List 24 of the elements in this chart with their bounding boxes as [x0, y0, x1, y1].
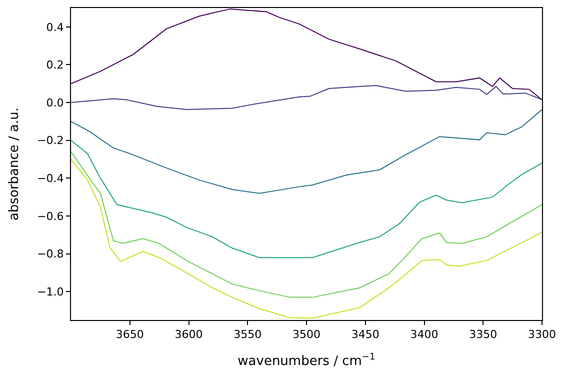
x-tick-label: 3400 — [410, 328, 438, 342]
y-tick-label: −0.2 — [37, 134, 64, 148]
y-tick-label: −0.4 — [37, 172, 64, 186]
line-series — [71, 109, 542, 194]
line-series — [71, 85, 542, 110]
x-tick-label: 3550 — [234, 328, 262, 342]
x-tick-label: 3600 — [174, 328, 203, 342]
x-tick-label: 3650 — [116, 328, 144, 342]
x-tick-label: 3450 — [351, 328, 380, 342]
x-tick-label: 3300 — [528, 328, 556, 342]
y-tick-label: −0.6 — [37, 210, 64, 223]
y-tick-label: −1.0 — [37, 285, 64, 298]
line-series — [71, 140, 542, 258]
y-tick-label: 0.4 — [46, 20, 64, 34]
y-tick-label: 0.2 — [46, 58, 64, 72]
x-axis-title: wavenumbers / cm$^{−1}$ — [238, 352, 376, 369]
x-tick-label: 3500 — [292, 328, 320, 342]
x-tick-label: 3350 — [469, 328, 498, 342]
y-tick-label: −0.8 — [37, 248, 64, 261]
line-series — [71, 158, 542, 319]
y-tick-label: 0.0 — [46, 96, 64, 110]
y-axis-title: absorbance / a.u. — [7, 107, 22, 221]
line-series — [71, 8, 542, 100]
line-series — [71, 151, 542, 298]
